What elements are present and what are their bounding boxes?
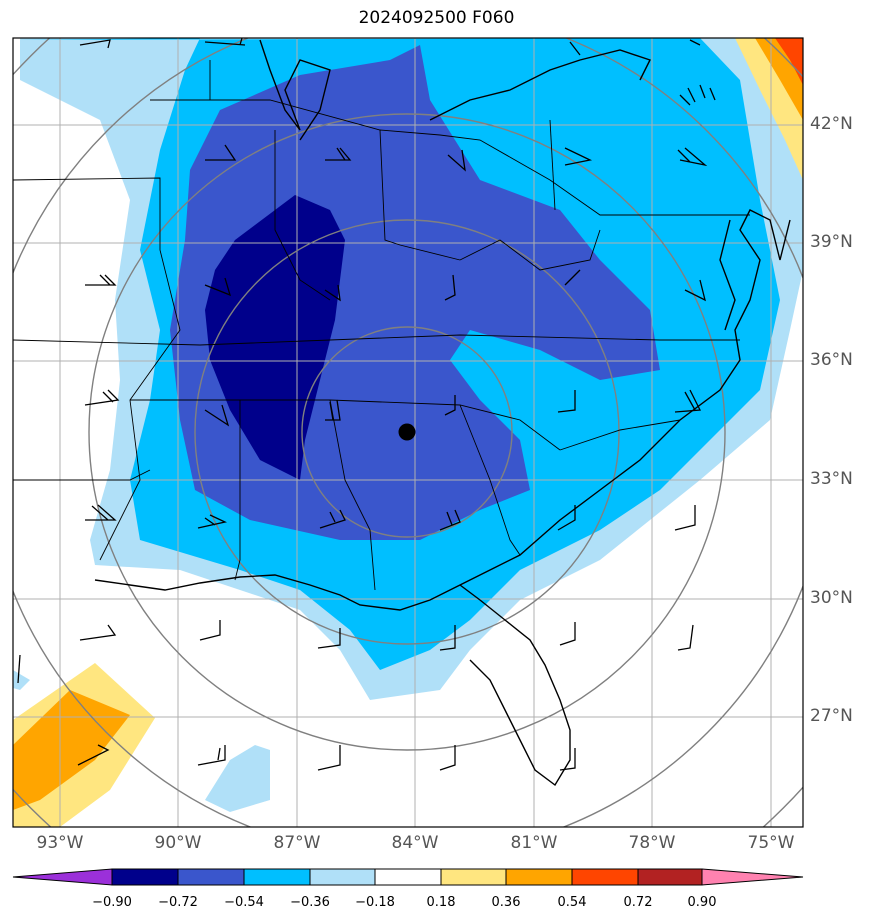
lat-label-39: 39°N (810, 232, 853, 252)
lat-label-27: 27°N (810, 706, 853, 726)
colorbar-segment (440, 868, 507, 886)
graticule (13, 38, 803, 827)
map-frame (12, 37, 804, 828)
colorbar-tick-label: −0.18 (355, 895, 395, 910)
colorbar (12, 868, 804, 886)
lon-label-87: 87°W (273, 833, 321, 853)
lon-label-84: 84°W (391, 833, 439, 853)
storm-center-marker (398, 423, 416, 441)
contour-small-lightblue (205, 745, 270, 812)
colorbar-segment (571, 868, 639, 886)
colorbar-max-extend (701, 868, 804, 886)
lon-label-90: 90°W (154, 833, 202, 853)
contour-ne-red (775, 38, 803, 85)
colorbar-segment (374, 868, 442, 886)
colorbar-tick-label: −0.54 (224, 895, 264, 910)
colorbar-segment (243, 868, 311, 886)
colorbar-tick-label: 0.36 (491, 895, 521, 910)
wind-barbs (17, 38, 716, 771)
lat-label-30: 30°N (810, 588, 853, 608)
colorbar-tick-label: 0.90 (687, 895, 717, 910)
lon-label-75: 75°W (747, 833, 795, 853)
colorbar-tick-label: −0.90 (92, 895, 132, 910)
state-borders (13, 60, 750, 591)
colorbar-segment (505, 868, 573, 886)
map-title: 2024092500 F060 (358, 8, 515, 28)
contour-small-lightblue-west (13, 670, 30, 690)
colorbar-tick-label: 0.54 (557, 895, 587, 910)
lat-label-33: 33°N (810, 469, 853, 489)
colorbar-tick-label: −0.36 (290, 895, 330, 910)
colorbar-tick-label: 0.18 (426, 895, 456, 910)
lon-label-81: 81°W (510, 833, 558, 853)
lon-label-78: 78°W (628, 833, 676, 853)
colorbar-segment (111, 868, 179, 886)
lat-label-36: 36°N (810, 350, 853, 370)
colorbar-tick-label: 0.72 (623, 895, 653, 910)
lon-label-93: 93°W (36, 833, 84, 853)
coastlines (94, 39, 791, 787)
lat-label-42: 42°N (810, 114, 853, 134)
colorbar-segment (309, 868, 376, 886)
colorbar-segment (637, 868, 703, 886)
contour-gulf-orange (13, 690, 130, 810)
colorbar-tick-label: −0.72 (158, 895, 198, 910)
colorbar-segment (177, 868, 245, 886)
colorbar-min-extend (12, 868, 113, 886)
